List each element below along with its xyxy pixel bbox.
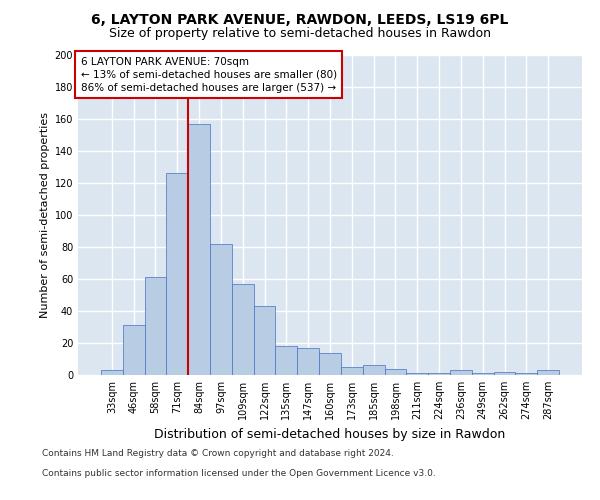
Text: Size of property relative to semi-detached houses in Rawdon: Size of property relative to semi-detach…	[109, 28, 491, 40]
Text: 6 LAYTON PARK AVENUE: 70sqm
← 13% of semi-detached houses are smaller (80)
86% o: 6 LAYTON PARK AVENUE: 70sqm ← 13% of sem…	[80, 56, 337, 93]
Text: Contains HM Land Registry data © Crown copyright and database right 2024.: Contains HM Land Registry data © Crown c…	[42, 448, 394, 458]
Bar	[537, 370, 559, 375]
Bar	[450, 370, 472, 375]
Bar	[101, 370, 123, 375]
Bar	[166, 174, 188, 375]
Bar	[341, 367, 363, 375]
Text: Contains public sector information licensed under the Open Government Licence v3: Contains public sector information licen…	[42, 468, 436, 477]
Bar	[363, 366, 385, 375]
Bar	[232, 284, 254, 375]
Y-axis label: Number of semi-detached properties: Number of semi-detached properties	[40, 112, 50, 318]
Bar	[428, 374, 450, 375]
Bar	[297, 348, 319, 375]
Bar	[515, 374, 537, 375]
Bar	[472, 374, 494, 375]
X-axis label: Distribution of semi-detached houses by size in Rawdon: Distribution of semi-detached houses by …	[154, 428, 506, 440]
Bar	[210, 244, 232, 375]
Bar	[275, 346, 297, 375]
Bar	[494, 372, 515, 375]
Bar	[385, 368, 406, 375]
Bar	[188, 124, 210, 375]
Bar	[406, 374, 428, 375]
Bar	[319, 352, 341, 375]
Bar	[123, 326, 145, 375]
Bar	[145, 278, 166, 375]
Bar	[254, 306, 275, 375]
Text: 6, LAYTON PARK AVENUE, RAWDON, LEEDS, LS19 6PL: 6, LAYTON PARK AVENUE, RAWDON, LEEDS, LS…	[91, 12, 509, 26]
